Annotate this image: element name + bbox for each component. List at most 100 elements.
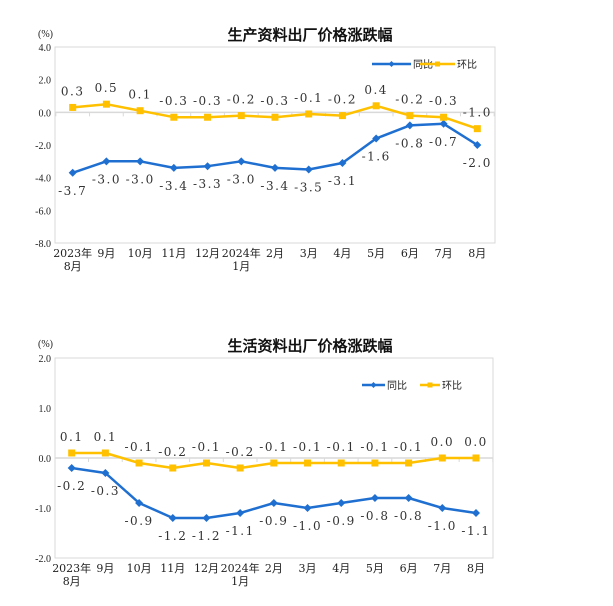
data-label: 0.1 — [60, 430, 84, 444]
x-tick-label: 2024年 — [221, 561, 260, 575]
y-tick-label: 1.0 — [39, 404, 52, 415]
y-axis-unit: (%) — [38, 29, 53, 40]
data-point — [67, 464, 76, 472]
x-tick-label: 2023年 — [52, 561, 91, 575]
data-label: 0.5 — [95, 81, 119, 95]
data-point — [337, 499, 346, 507]
data-label: -0.8 — [360, 509, 389, 523]
data-label: -0.7 — [429, 135, 458, 149]
data-label: -0.2 — [158, 445, 187, 459]
x-tick-label: 5月 — [366, 562, 384, 575]
data-point — [338, 158, 347, 167]
data-point — [304, 165, 313, 174]
data-label: -3.1 — [328, 174, 357, 188]
y-tick-label: -1.0 — [35, 504, 51, 515]
data-label: -0.3 — [260, 94, 289, 108]
legend-marker — [388, 61, 395, 67]
x-tick-label: 9月 — [96, 562, 114, 575]
data-point — [169, 163, 178, 172]
data-label: -0.1 — [294, 91, 323, 105]
data-label: 0.1 — [128, 88, 152, 102]
data-point — [270, 459, 278, 467]
data-label: -3.5 — [294, 181, 323, 195]
data-label: -1.2 — [158, 529, 187, 543]
x-tick-label: 12月 — [195, 247, 220, 260]
x-tick-label: 10月 — [128, 247, 153, 260]
data-point — [271, 113, 279, 121]
data-label: 0.4 — [364, 83, 388, 97]
data-label: -0.3 — [159, 94, 188, 108]
x-tick-label: 2月 — [265, 562, 283, 575]
data-point — [237, 157, 246, 166]
data-point — [68, 168, 77, 177]
data-label: -0.1 — [293, 440, 322, 454]
y-tick-label: -6.0 — [35, 206, 51, 217]
data-point — [136, 107, 144, 115]
x-tick-label: 6月 — [400, 562, 418, 575]
data-point — [269, 499, 278, 507]
x-tick-label: 9月 — [97, 247, 115, 260]
data-label: -3.0 — [126, 172, 155, 186]
y-axis-unit: (%) — [38, 339, 53, 350]
data-label: 0.3 — [61, 84, 85, 98]
legend-marker — [435, 61, 440, 67]
data-point — [305, 110, 313, 118]
x-tick-label: 1月 — [232, 260, 250, 273]
x-tick-label: 1月 — [231, 575, 249, 588]
data-point — [101, 449, 109, 457]
data-point — [202, 514, 211, 522]
data-label: -0.1 — [394, 440, 423, 454]
data-point — [135, 459, 143, 467]
legend-marker — [370, 382, 377, 388]
legend-label: 同比 — [387, 380, 407, 392]
chart-title: 生产资料出厂价格涨跌幅 — [227, 26, 392, 44]
data-label: -3.4 — [260, 179, 289, 193]
data-point — [203, 162, 212, 171]
x-tick-label: 3月 — [299, 562, 317, 575]
data-label: -0.1 — [360, 440, 389, 454]
data-point — [303, 504, 312, 512]
x-tick-label: 8月 — [63, 575, 81, 588]
y-tick-label: 4.0 — [39, 43, 52, 54]
data-point — [440, 113, 448, 121]
data-label: 0.1 — [94, 430, 118, 444]
y-tick-label: -2.0 — [35, 141, 51, 152]
data-point — [372, 134, 381, 143]
data-point — [304, 459, 312, 467]
x-tick-label: 4月 — [332, 562, 350, 575]
data-label: -0.8 — [395, 136, 424, 150]
data-label: -1.0 — [428, 519, 457, 533]
data-label: -0.1 — [327, 440, 356, 454]
data-point — [204, 113, 212, 121]
data-point — [202, 459, 210, 467]
data-label: -1.0 — [463, 106, 492, 120]
data-point — [438, 454, 446, 462]
data-point — [237, 112, 245, 120]
data-label: -3.0 — [92, 172, 121, 186]
data-label: -1.1 — [461, 524, 490, 538]
data-point — [236, 509, 245, 517]
y-tick-label: 2.0 — [39, 76, 52, 87]
data-label: -0.2 — [395, 93, 424, 107]
data-label: -3.4 — [159, 179, 188, 193]
data-label: -1.1 — [226, 524, 255, 538]
data-point — [271, 163, 279, 172]
data-label: -1.0 — [293, 519, 322, 533]
x-tick-label: 8月 — [64, 260, 82, 273]
data-point — [370, 494, 379, 502]
x-tick-label: 2024年 — [222, 246, 261, 260]
data-point — [472, 454, 480, 462]
x-tick-label: 3月 — [300, 247, 318, 260]
data-label: -3.0 — [227, 172, 256, 186]
data-label: -0.2 — [57, 479, 86, 493]
legend-label: 环比 — [457, 59, 477, 71]
data-label: -0.3 — [429, 94, 458, 108]
data-point — [371, 459, 379, 467]
data-label: -0.2 — [227, 93, 256, 107]
data-point — [236, 464, 244, 472]
consumer-goods-chart: 生活资料出厂价格涨跌幅 (%) 2.01.00.0-1.0-2.02023年8月… — [35, 337, 494, 588]
data-point — [405, 121, 414, 130]
chart-title: 生活资料出厂价格涨跌幅 — [227, 337, 392, 355]
x-tick-label: 7月 — [433, 562, 451, 575]
data-point — [405, 459, 413, 467]
